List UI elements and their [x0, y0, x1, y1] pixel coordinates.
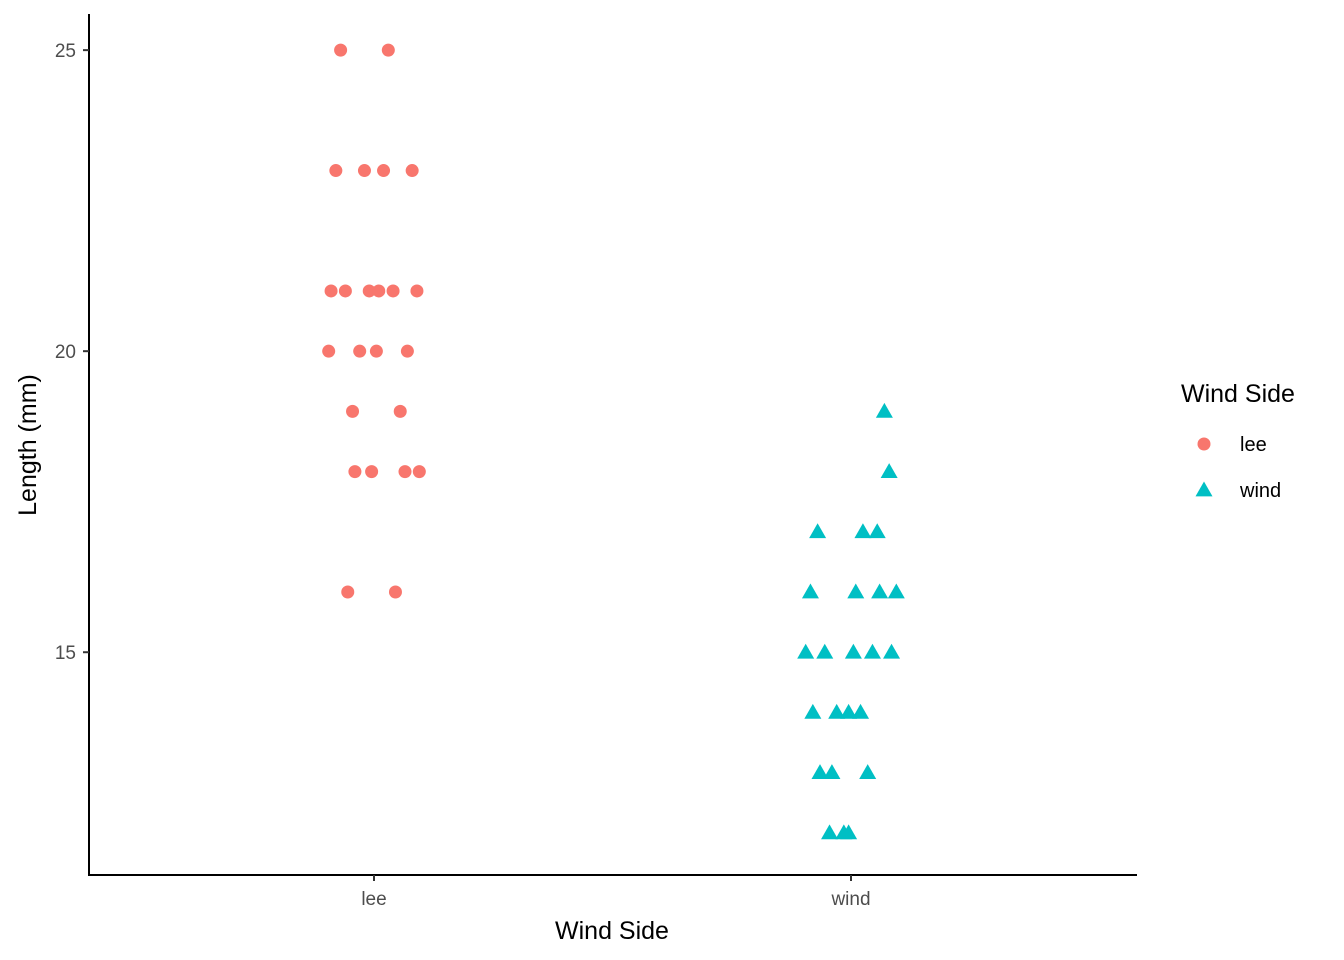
data-point [372, 284, 386, 298]
data-point [852, 703, 870, 719]
data-point [804, 703, 822, 719]
data-point [880, 463, 898, 478]
data-point [346, 404, 360, 418]
data-point [334, 43, 348, 57]
data-point [377, 164, 391, 178]
data-point [398, 465, 412, 479]
data-point [329, 164, 343, 178]
data-point [381, 43, 395, 57]
data-point [840, 703, 858, 719]
points-layer [322, 43, 905, 840]
data-point [412, 465, 426, 479]
data-point [801, 583, 819, 599]
data-point [410, 284, 424, 298]
data-point [844, 643, 862, 659]
legend-key-lee [1197, 437, 1211, 451]
data-point [348, 465, 362, 479]
data-point [365, 465, 379, 479]
data-point [353, 344, 367, 358]
legend-title: Wind Side [1181, 380, 1295, 408]
data-point [816, 643, 834, 659]
legend-label-wind: wind [1239, 480, 1281, 502]
data-point [854, 523, 872, 539]
data-point [863, 643, 881, 659]
data-point [405, 164, 419, 178]
legend-label-lee: lee [1240, 434, 1267, 456]
legend: Wind Side lee wind [1181, 380, 1295, 502]
data-point [322, 344, 336, 358]
x-tick-label: lee [361, 889, 386, 910]
data-point [341, 585, 355, 599]
y-axis-ticks: 15 20 25 [55, 41, 89, 664]
data-point [868, 523, 886, 539]
legend-key-wind [1195, 481, 1213, 497]
data-point [809, 523, 827, 539]
data-point [871, 583, 889, 599]
x-axis-ticks: lee wind [361, 875, 871, 910]
x-tick-label: wind [830, 889, 870, 910]
data-point [840, 824, 858, 840]
series-wind [797, 402, 905, 840]
y-tick-label: 15 [55, 643, 76, 664]
data-point [875, 402, 893, 418]
data-point [847, 583, 865, 599]
data-point [859, 764, 877, 780]
data-point [388, 585, 402, 599]
y-axis-title: Length (mm) [14, 374, 42, 516]
data-point [887, 583, 905, 599]
data-point [883, 643, 901, 659]
data-point [828, 703, 846, 719]
data-point [821, 824, 839, 840]
y-tick-label: 20 [55, 342, 76, 363]
data-point [357, 164, 371, 178]
data-point [823, 764, 841, 780]
data-point [386, 284, 400, 298]
x-axis-title: Wind Side [555, 917, 669, 945]
data-point [324, 284, 338, 298]
data-point [811, 764, 829, 780]
series-lee [322, 43, 426, 599]
data-point [338, 284, 352, 298]
y-tick-label: 25 [55, 41, 76, 62]
data-point [369, 344, 383, 358]
data-point [400, 344, 414, 358]
data-point [393, 404, 407, 418]
data-point [797, 643, 815, 659]
data-point [362, 284, 376, 298]
